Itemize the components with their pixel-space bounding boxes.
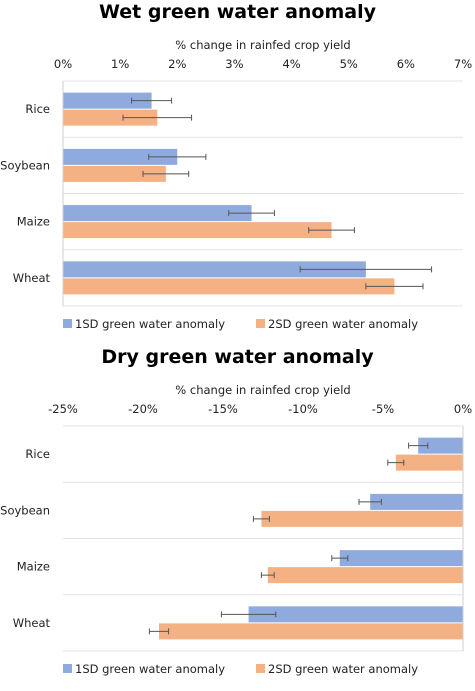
bar-1sd-rice	[63, 92, 152, 109]
bar-2sd-maize	[267, 567, 463, 584]
x-tick-label: 0%	[454, 402, 472, 416]
category-label: Rice	[25, 447, 50, 461]
x-tick-label: 0%	[54, 57, 72, 71]
x-tick-label: 1%	[111, 57, 129, 71]
legend-label: 1SD green water anomaly	[75, 662, 225, 676]
legend-swatch	[63, 319, 72, 328]
bar-2sd-soybean	[261, 510, 463, 527]
chart-title: Wet green water anomaly	[99, 1, 377, 23]
legend-label: 2SD green water anomaly	[268, 317, 418, 331]
category-label: Soybean	[0, 158, 50, 172]
bar-1sd-maize	[339, 550, 463, 567]
legend-label: 1SD green water anomaly	[75, 317, 225, 331]
x-tick-label: 2%	[168, 57, 186, 71]
x-axis-label: % change in rainfed crop yield	[175, 383, 350, 397]
category-label: Maize	[17, 560, 50, 574]
x-tick-label: 5%	[340, 57, 358, 71]
category-label: Wheat	[13, 271, 51, 285]
x-tick-label: 4%	[282, 57, 300, 71]
category-label: Rice	[25, 102, 50, 116]
bar-2sd-wheat	[63, 278, 395, 295]
wet-anomaly-chart: Wet green water anomaly % change in rainf…	[0, 1, 472, 331]
bar-1sd-soybean	[370, 493, 463, 510]
category-label: Soybean	[0, 503, 50, 517]
x-tick-label: -25%	[48, 402, 78, 416]
x-tick-label: -5%	[372, 402, 394, 416]
bar-2sd-rice	[395, 454, 463, 471]
bar-1sd-wheat	[248, 606, 463, 623]
legend-label: 2SD green water anomaly	[268, 662, 418, 676]
legend-swatch	[63, 664, 72, 673]
legend-swatch	[256, 319, 265, 328]
bar-2sd-wheat	[159, 623, 463, 640]
category-label: Wheat	[13, 616, 51, 630]
x-tick-label: -15%	[208, 402, 238, 416]
chart-title: Dry green water anomaly	[101, 346, 374, 368]
x-tick-label: -20%	[128, 402, 158, 416]
x-tick-label: 6%	[397, 57, 415, 71]
bar-2sd-soybean	[63, 165, 166, 182]
bar-1sd-rice	[418, 437, 463, 454]
bar-1sd-maize	[63, 205, 252, 222]
dry-anomaly-chart: Dry green water anomaly % change in rainf…	[0, 346, 472, 676]
x-tick-label: -10%	[288, 402, 318, 416]
category-label: Maize	[17, 215, 50, 229]
legend-swatch	[256, 664, 265, 673]
bar-1sd-wheat	[63, 261, 366, 278]
x-tick-label: 3%	[225, 57, 243, 71]
bar-1sd-soybean	[63, 148, 178, 165]
bar-2sd-maize	[63, 222, 332, 239]
x-axis-label: % change in rainfed crop yield	[175, 38, 350, 52]
x-tick-label: 7%	[454, 57, 472, 71]
bar-2sd-rice	[63, 109, 158, 126]
